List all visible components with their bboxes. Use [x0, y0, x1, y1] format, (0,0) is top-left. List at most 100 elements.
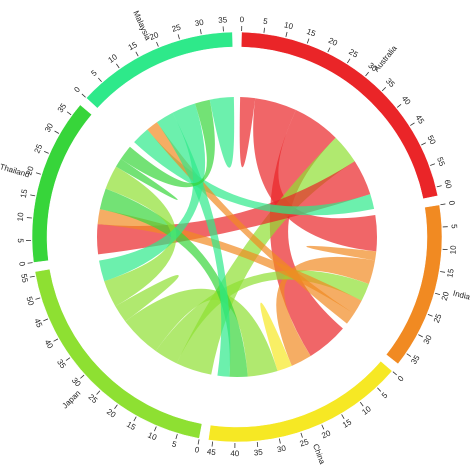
group-label: Malaysia — [131, 9, 152, 42]
tick-label: 20 — [320, 428, 332, 440]
tick-label: 50 — [24, 295, 35, 307]
tick — [365, 71, 369, 77]
tick — [341, 414, 345, 419]
tick-label: 30 — [43, 121, 56, 134]
tick-label: 15 — [127, 40, 140, 52]
tick-label: 5 — [263, 17, 269, 27]
tick — [29, 275, 35, 278]
tick — [435, 292, 441, 296]
tick-label: 0 — [447, 200, 457, 206]
tick-label: 60 — [442, 179, 453, 190]
group-arc — [208, 360, 393, 443]
group-label: Thailand — [0, 162, 31, 179]
tick — [440, 203, 446, 206]
tick-label: 35 — [218, 15, 228, 25]
tick — [381, 87, 387, 92]
chord — [120, 99, 215, 188]
tick-label: 45 — [32, 317, 44, 329]
tick — [156, 41, 159, 47]
tick-label: 10 — [283, 20, 294, 31]
tick-label: 40 — [400, 94, 413, 107]
tick — [263, 27, 265, 33]
tick-label: 5 — [449, 224, 458, 229]
tick-label: 25 — [87, 392, 100, 405]
tick — [177, 34, 180, 40]
tick — [35, 172, 41, 175]
tick — [43, 151, 49, 154]
chord — [209, 97, 235, 168]
tick — [175, 434, 178, 440]
chord — [147, 122, 355, 324]
chords — [97, 97, 378, 378]
chord — [115, 275, 179, 322]
tick — [53, 338, 59, 342]
tick-label: 15 — [305, 27, 317, 39]
group-arc — [85, 31, 233, 109]
tick-label: 0 — [240, 15, 245, 24]
tick — [306, 38, 310, 44]
tick — [133, 416, 137, 422]
chord — [134, 129, 375, 216]
tick-label: 30 — [194, 18, 205, 29]
tick-label: 0 — [17, 261, 27, 267]
tick — [96, 390, 101, 395]
tick-label: 15 — [19, 188, 30, 199]
tick-label: 5 — [380, 390, 390, 400]
chord — [176, 137, 355, 375]
chord — [104, 166, 177, 307]
tick — [359, 401, 364, 407]
tick-label: 30 — [276, 444, 287, 455]
group-arc — [34, 268, 203, 439]
tick — [396, 104, 402, 108]
tick-label: 25 — [299, 437, 311, 448]
tick — [135, 51, 139, 57]
tick — [98, 77, 102, 83]
tick — [80, 374, 85, 379]
tick — [377, 387, 382, 392]
tick — [392, 371, 397, 376]
tick — [346, 58, 351, 64]
tick — [116, 63, 120, 69]
tick-label: 20 — [24, 165, 35, 177]
tick-label: 20 — [327, 36, 339, 48]
chord — [239, 97, 256, 168]
tick — [153, 426, 157, 432]
tick-label: 55 — [435, 156, 447, 168]
chord — [260, 302, 292, 371]
tick — [300, 432, 303, 438]
tick — [421, 142, 426, 146]
tick-label: 10 — [360, 404, 373, 417]
tick-label: 15 — [445, 268, 455, 279]
tick — [410, 122, 415, 126]
tick-label: 0 — [72, 85, 82, 95]
tick-label: 40 — [43, 338, 55, 351]
tick-label: 15 — [125, 420, 138, 432]
group-label: Australia — [372, 43, 399, 73]
tick — [321, 424, 325, 430]
group-label: India — [452, 289, 472, 302]
tick — [278, 438, 281, 444]
tick — [43, 318, 49, 322]
tick — [211, 441, 214, 447]
tick — [199, 29, 202, 35]
tick-label: 35 — [55, 358, 68, 371]
tick — [430, 163, 436, 166]
tick — [27, 262, 33, 264]
tick — [30, 194, 36, 197]
tick-label: 25 — [432, 312, 444, 324]
tick-label: 10 — [106, 52, 119, 65]
chord — [115, 158, 178, 200]
tick-label: 20 — [440, 290, 451, 302]
group-label: China — [311, 443, 327, 466]
tick — [327, 47, 331, 53]
tick-label: 5 — [89, 68, 99, 78]
tick-label: 40 — [230, 449, 240, 458]
tick-label: 35 — [253, 448, 263, 458]
tick — [440, 271, 446, 273]
tick-label: 25 — [171, 23, 183, 34]
chord — [125, 288, 278, 377]
tick — [406, 353, 412, 357]
tick-label: 25 — [347, 47, 360, 60]
chord — [99, 103, 206, 282]
